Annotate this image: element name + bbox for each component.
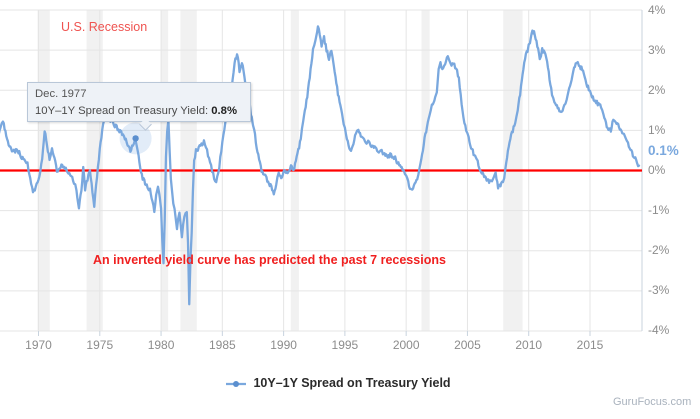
svg-text:-4%: -4%: [648, 323, 670, 337]
svg-text:1975: 1975: [86, 338, 113, 352]
svg-text:2015: 2015: [577, 338, 604, 352]
svg-text:1990: 1990: [270, 338, 297, 352]
svg-text:2010: 2010: [515, 338, 542, 352]
svg-text:-3%: -3%: [648, 283, 670, 297]
svg-text:2%: 2%: [648, 83, 666, 97]
svg-text:3%: 3%: [648, 43, 666, 57]
svg-text:2000: 2000: [393, 338, 420, 352]
svg-text:-2%: -2%: [648, 243, 670, 257]
svg-text:2005: 2005: [454, 338, 481, 352]
svg-text:-1%: -1%: [648, 203, 670, 217]
svg-text:1980: 1980: [148, 338, 175, 352]
svg-text:4%: 4%: [648, 3, 666, 17]
svg-text:0.1%: 0.1%: [648, 143, 679, 158]
svg-text:1995: 1995: [332, 338, 359, 352]
svg-text:1985: 1985: [209, 338, 236, 352]
svg-text:1%: 1%: [648, 123, 666, 137]
svg-text:1970: 1970: [25, 338, 52, 352]
svg-text:0%: 0%: [648, 163, 666, 177]
